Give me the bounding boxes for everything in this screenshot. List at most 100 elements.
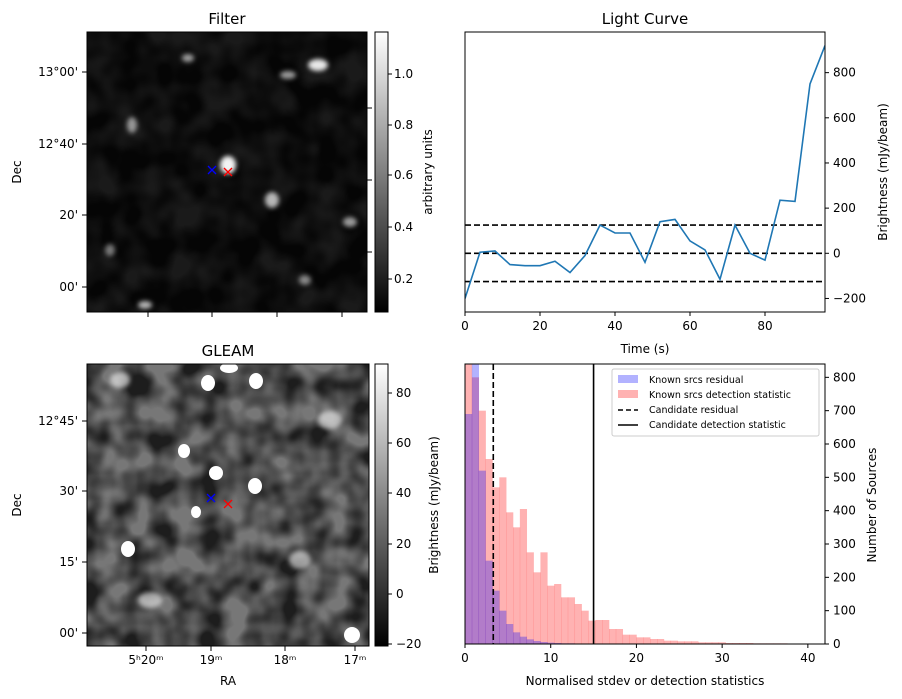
filter-cbar-tick: 0.4: [394, 220, 413, 234]
histogram-bar: [533, 641, 541, 644]
histogram-bar: [513, 527, 521, 644]
legend-label: Candidate detection statistic: [649, 420, 786, 431]
filter-panel: Filter 13°00': [10, 10, 435, 317]
histogram-bar: [506, 512, 514, 644]
histogram-bar: [471, 377, 480, 644]
histogram-bar: [718, 642, 726, 644]
histogram-bar: [485, 560, 493, 644]
gleam-title: GLEAM: [202, 342, 255, 360]
lightcurve-xtick-label: 80: [757, 319, 772, 333]
gleam-ytick-label: 12°45': [38, 414, 78, 428]
histogram-bar: [478, 410, 486, 644]
gleam-cbar-tick: 0: [396, 587, 404, 601]
gleam-ytick-label: 15': [59, 555, 78, 569]
histogram-bar: [705, 642, 713, 644]
filter-cbar-tick: 0.2: [394, 272, 413, 286]
histogram-bar: [609, 629, 617, 644]
gleam-cbar-tick: 20: [396, 537, 411, 551]
histogram-bar: [622, 634, 630, 644]
histogram-ytick-label: 500: [833, 470, 856, 484]
histogram-bar: [513, 632, 521, 644]
gleam-xtick-label: 5ʰ20ᵐ: [128, 653, 163, 667]
gleam-xlabel: RA: [220, 674, 237, 688]
gleam-colorbar: 80 60 40 20 0 −20: [374, 363, 421, 651]
lightcurve-xtick-label: 60: [682, 319, 697, 333]
filter-ylabel: Dec: [10, 160, 24, 183]
histogram-xtick-label: 40: [800, 651, 815, 665]
histogram-bar: [471, 364, 480, 644]
gleam-xtick-label: 19ᵐ: [200, 653, 223, 667]
lightcurve-xlabel: Time (s): [620, 342, 670, 356]
gleam-cbar-tick: 60: [396, 436, 411, 450]
histogram-bar: [519, 509, 528, 644]
histogram-bar: [643, 637, 651, 644]
histogram-xtick-label: 30: [715, 651, 730, 665]
histogram-candidate-lines: [492, 364, 595, 644]
lightcurve-ytick-label: 0: [833, 246, 841, 260]
filter-title: Filter: [208, 10, 246, 28]
histogram-bar: [485, 459, 493, 644]
histogram-bar: [574, 604, 582, 644]
gleam-xtick-label: 18ᵐ: [274, 653, 297, 667]
histogram-bars: [465, 364, 825, 644]
lightcurve-axes-frame: [464, 31, 826, 313]
lightcurve-xtick-label: 40: [607, 319, 622, 333]
lightcurve-ytick-label: 600: [833, 111, 856, 125]
histogram-bar: [492, 590, 500, 644]
gleam-marker-blue: [206, 493, 216, 503]
histogram-ytick-label: 200: [833, 570, 856, 584]
lightcurve-panel: Light Curve 0 20 40 60 80 −2000200400600800 …: [461, 10, 890, 356]
gleam-marker-red: [223, 499, 233, 509]
lightcurve-x-ticks: 0 20 40 60 80: [461, 312, 773, 333]
gleam-cbar-tick: −20: [396, 637, 421, 651]
histogram-xtick-label: 0: [461, 651, 469, 665]
histogram-bar: [588, 620, 596, 644]
histogram-bar: [650, 639, 658, 644]
histogram-bar: [615, 629, 624, 644]
histogram-bar: [533, 572, 541, 644]
gleam-cbar-tick: 40: [396, 486, 411, 500]
histogram-bar: [526, 639, 534, 644]
histogram-ytick-label: 700: [833, 404, 856, 418]
histogram-bar: [581, 610, 589, 644]
lightcurve-title: Light Curve: [602, 10, 688, 28]
histogram-bar: [691, 641, 699, 644]
histogram-bar: [595, 620, 603, 644]
histogram-bar: [540, 552, 548, 644]
lightcurve-xtick-label: 0: [461, 319, 469, 333]
filter-ytick-label: 13°00': [38, 65, 78, 79]
histogram-xlabel: Normalised stdev or detection statistics: [526, 674, 765, 688]
histogram-bar: [478, 470, 486, 644]
lightcurve-series-line: [465, 45, 825, 299]
histogram-axes-frame: [464, 363, 826, 645]
histogram-ylabel: Number of Sources: [865, 448, 879, 563]
histogram-ytick-label: 0: [833, 637, 841, 651]
histogram-panel: 0 10 20 30 40 0 100 200 300 400 500 600 700 800 Norm…: [427, 363, 879, 688]
filter-ytick-label: 12°40': [38, 137, 78, 151]
histogram-bar: [698, 642, 706, 644]
lightcurve-ytick-label: 400: [833, 156, 856, 170]
filter-marker-red: [223, 167, 233, 177]
lightcurve-xtick-label: 20: [532, 319, 547, 333]
histogram-ytick-label: 400: [833, 504, 856, 518]
histogram-bar: [670, 640, 678, 644]
legend-label: Known srcs detection statistic: [649, 390, 791, 401]
histogram-bar: [499, 610, 507, 644]
legend-swatch-residual: [618, 375, 638, 383]
filter-cbar-tick: 0.6: [394, 168, 413, 182]
gleam-xtick-label: 17ᵐ: [344, 653, 367, 667]
histogram-y-ticks: 0 100 200 300 400 500 600 700 800: [825, 370, 856, 651]
histogram-bar: [602, 620, 610, 644]
histogram-bar: [561, 597, 569, 644]
gleam-cbar-tick: 80: [396, 386, 411, 400]
histogram-bar: [711, 642, 720, 644]
histogram-bar: [567, 597, 576, 644]
filter-ytick-label: 00': [59, 280, 78, 294]
histogram-ytick-label: 300: [833, 537, 856, 551]
filter-marker-blue: [207, 165, 217, 175]
histogram-bar: [506, 624, 514, 644]
legend-swatch-detection: [618, 390, 638, 398]
gleam-ytick-label: 30': [59, 484, 78, 498]
filter-cbar-label: arbitrary units: [421, 129, 435, 215]
legend-label: Known srcs residual: [649, 375, 743, 386]
